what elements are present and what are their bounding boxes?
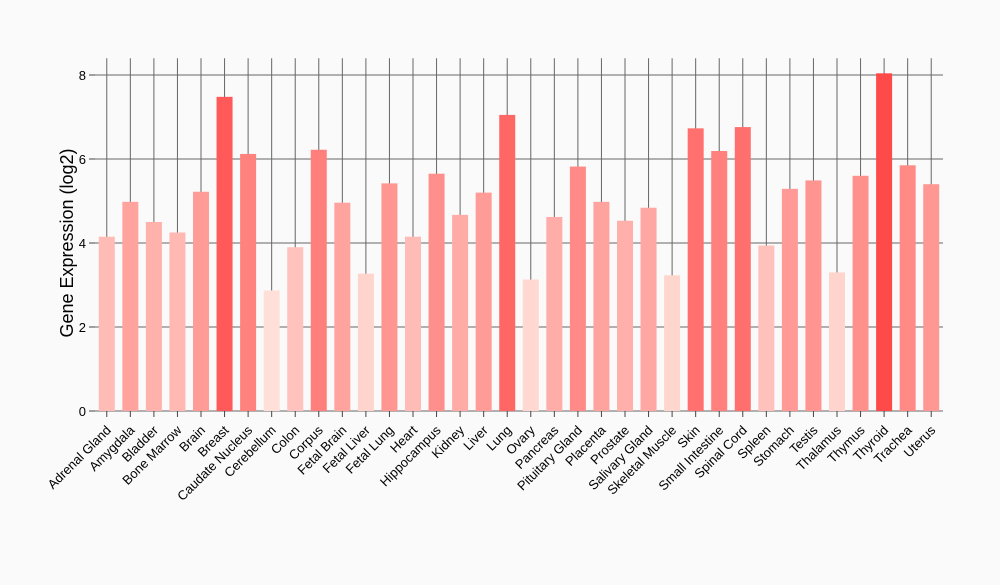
y-tick-label: 2: [79, 320, 86, 335]
bar[interactable]: [240, 153, 257, 411]
bar[interactable]: [263, 290, 280, 411]
bar[interactable]: [405, 236, 421, 411]
bar[interactable]: [216, 96, 233, 411]
bar[interactable]: [664, 275, 681, 411]
bar[interactable]: [357, 273, 374, 411]
bar[interactable]: [593, 201, 610, 411]
y-tick-label: 6: [79, 152, 86, 167]
bar[interactable]: [122, 201, 139, 411]
y-tick-label: 8: [79, 68, 86, 83]
bar[interactable]: [546, 216, 563, 411]
bar[interactable]: [428, 173, 445, 411]
bar[interactable]: [145, 222, 162, 411]
bar[interactable]: [805, 180, 822, 411]
bar-layer: [98, 73, 940, 412]
bar[interactable]: [640, 207, 657, 411]
bar[interactable]: [758, 245, 775, 411]
bar[interactable]: [829, 272, 845, 411]
bar[interactable]: [617, 220, 633, 411]
bar[interactable]: [923, 184, 940, 411]
bar[interactable]: [381, 183, 398, 411]
y-tick-label: 4: [79, 236, 86, 251]
bar[interactable]: [193, 191, 209, 411]
bar[interactable]: [475, 192, 492, 411]
y-tick-label: 0: [79, 404, 86, 419]
bar[interactable]: [452, 214, 469, 411]
bar[interactable]: [852, 175, 869, 411]
bar[interactable]: [899, 165, 916, 411]
bar[interactable]: [569, 166, 586, 411]
bar[interactable]: [687, 128, 704, 411]
x-tick-label: Liver: [460, 422, 491, 453]
bar[interactable]: [522, 279, 539, 411]
bar[interactable]: [287, 247, 304, 411]
bar[interactable]: [98, 236, 115, 411]
bar[interactable]: [169, 232, 186, 412]
y-axis-title: Gene Expression (log2): [57, 148, 77, 337]
bar[interactable]: [711, 151, 728, 411]
bar[interactable]: [876, 73, 893, 411]
bar[interactable]: [781, 188, 798, 411]
bar[interactable]: [334, 202, 351, 411]
bar[interactable]: [499, 114, 516, 412]
bar[interactable]: [734, 127, 751, 411]
bar[interactable]: [310, 149, 327, 411]
